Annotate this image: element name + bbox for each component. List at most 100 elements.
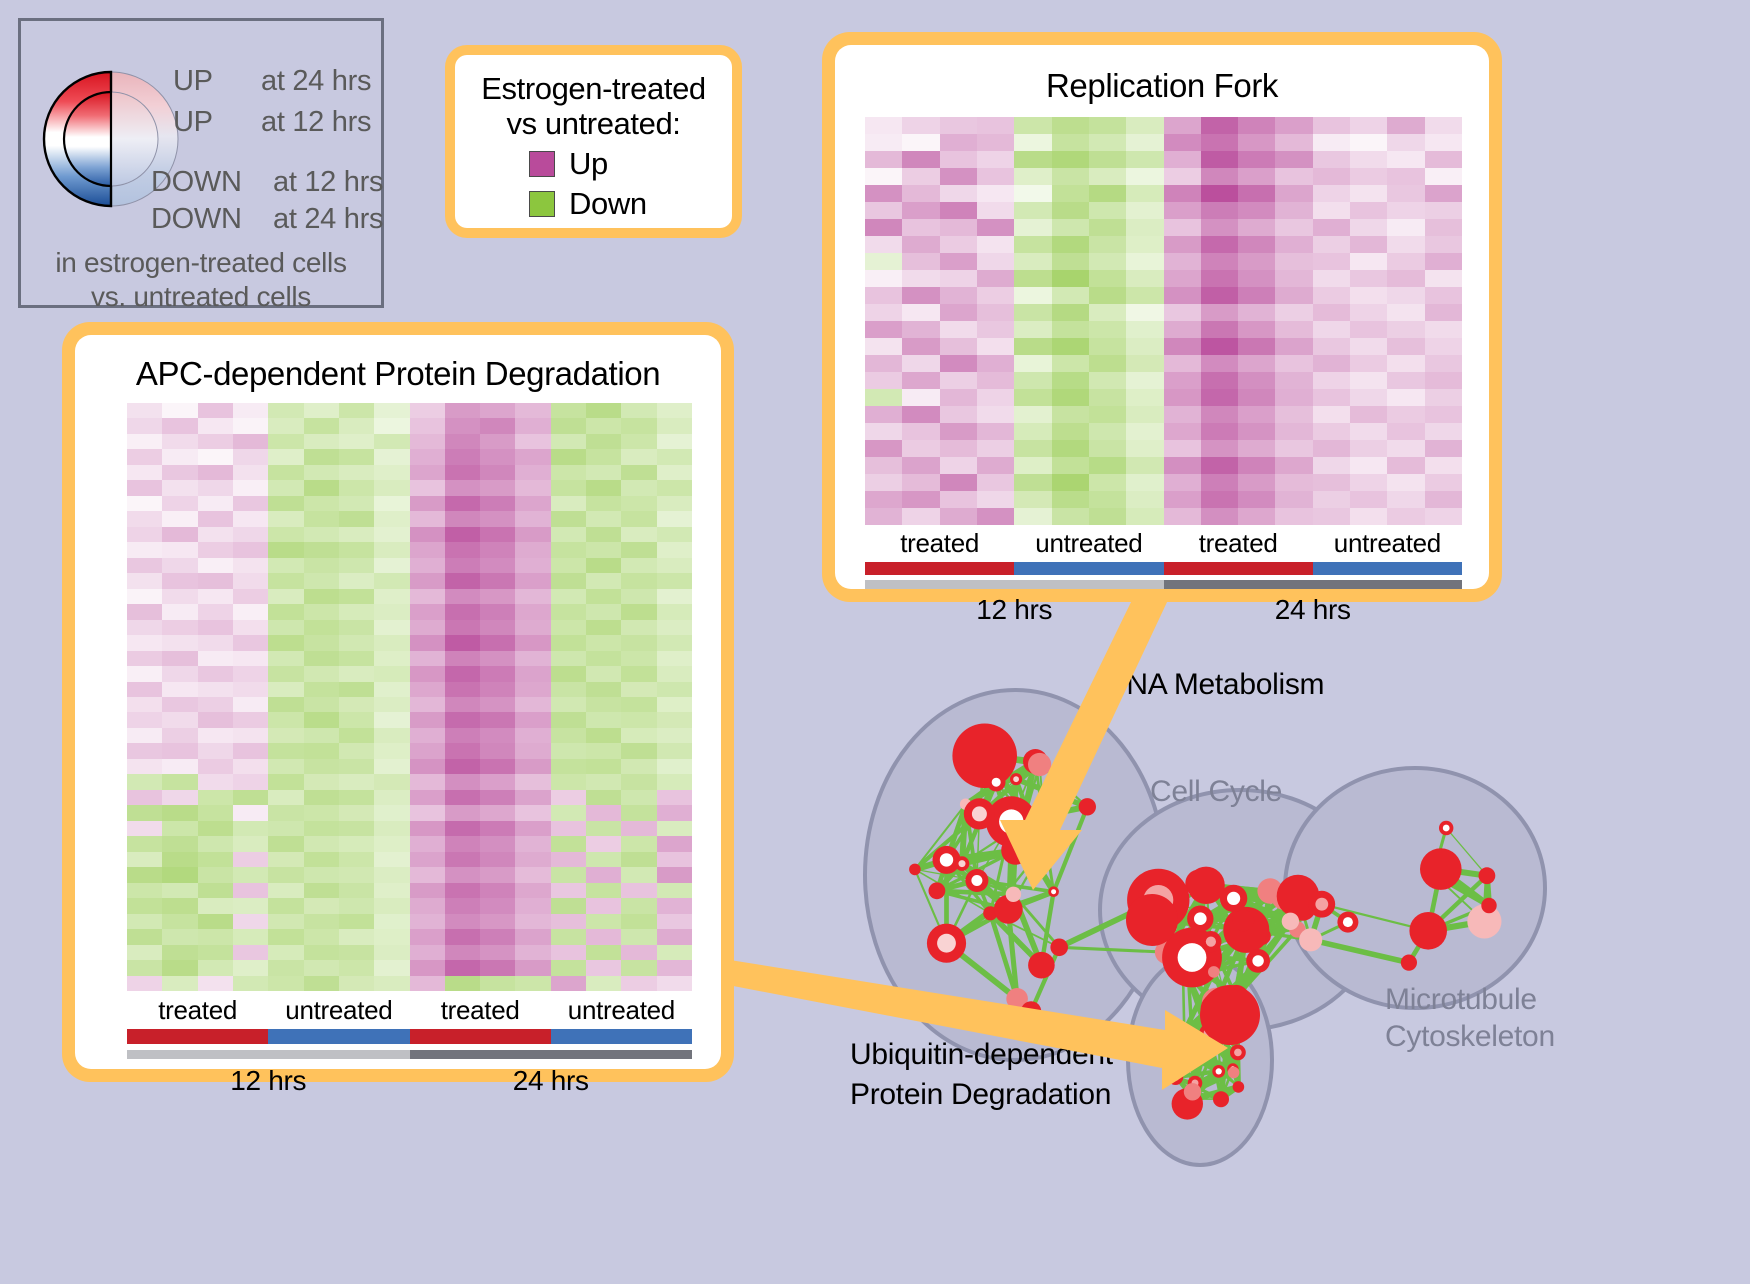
heatmap-cell — [445, 558, 480, 573]
colorwheel-ring-2-time: at 12 hrs — [273, 166, 383, 199]
group-color-bar — [865, 562, 1014, 575]
heatmap-cell — [1387, 185, 1424, 202]
heatmap-cell — [233, 527, 268, 542]
heatmap-cell — [551, 836, 586, 851]
heatmap-cell — [127, 449, 162, 464]
heatmap-cell — [374, 558, 409, 573]
down-color-swatch — [529, 191, 555, 217]
heatmap-cell — [339, 821, 374, 836]
heatmap-cell — [902, 236, 939, 253]
heatmap-cell — [233, 976, 268, 991]
heatmap-cell — [480, 945, 515, 960]
heatmap-cell — [162, 449, 197, 464]
heatmap-cell — [1089, 168, 1126, 185]
heatmap-cell — [621, 403, 656, 418]
heatmap-cell — [1313, 304, 1350, 321]
heatmap-cell — [198, 976, 233, 991]
heatmap-cell — [233, 805, 268, 820]
heatmap-cell — [1089, 440, 1126, 457]
heatmap-apc-degradation — [127, 403, 692, 991]
heatmap-cell — [410, 929, 445, 944]
heatmap-cell — [410, 697, 445, 712]
heatmap-cell — [515, 465, 550, 480]
heatmap-cell — [515, 697, 550, 712]
heatmap-cell — [586, 604, 621, 619]
heatmap-cell — [940, 134, 977, 151]
heatmap-cell — [304, 945, 339, 960]
heatmap-cell — [657, 712, 692, 727]
heatmap-cell — [1387, 219, 1424, 236]
heatmap-cell — [657, 666, 692, 681]
heatmap-cell — [1201, 168, 1238, 185]
heatmap-cell — [586, 403, 621, 418]
heatmap-cell — [1014, 304, 1051, 321]
group-color-bar — [551, 1029, 692, 1044]
heatmap-cell — [551, 914, 586, 929]
heatmap-cell — [657, 898, 692, 913]
heatmap-cell — [480, 960, 515, 975]
heatmap-cell — [621, 418, 656, 433]
heatmap-cell — [480, 898, 515, 913]
heatmap-cell — [586, 480, 621, 495]
heatmap-cell — [940, 236, 977, 253]
heatmap-cell — [162, 929, 197, 944]
heatmap-cell — [1052, 423, 1089, 440]
network-node-core — [972, 806, 987, 821]
heatmap-cell — [304, 883, 339, 898]
heatmap-cell — [1387, 253, 1424, 270]
heatmap-cell — [1425, 168, 1462, 185]
heatmap-cell — [445, 651, 480, 666]
heatmap-cell — [480, 790, 515, 805]
heatmap-cell — [657, 697, 692, 712]
heatmap-cell — [339, 682, 374, 697]
heatmap-cell — [1126, 389, 1163, 406]
heatmap-cell — [339, 666, 374, 681]
heatmap-cell — [198, 898, 233, 913]
heatmap-cell — [902, 423, 939, 440]
heatmap-cell — [162, 774, 197, 789]
heatmap-cell — [410, 651, 445, 666]
heatmap-cell — [551, 496, 586, 511]
heatmap-cell — [339, 558, 374, 573]
heatmap-cell — [1126, 270, 1163, 287]
heatmap-cell — [198, 883, 233, 898]
heatmap-cell — [1164, 321, 1201, 338]
heatmap-cell — [162, 418, 197, 433]
heatmap-cell — [621, 821, 656, 836]
heatmap-cell — [515, 759, 550, 774]
heatmap-cell — [1052, 372, 1089, 389]
heatmap-cell — [127, 527, 162, 542]
heatmap-cell — [268, 898, 303, 913]
heatmap-cell — [162, 511, 197, 526]
heatmap-cell — [339, 914, 374, 929]
heatmap-cell — [1313, 508, 1350, 525]
heatmap-cell — [586, 960, 621, 975]
heatmap-cell — [902, 372, 939, 389]
heatmap-cell — [940, 287, 977, 304]
heatmap-cell — [480, 666, 515, 681]
heatmap-cell — [410, 449, 445, 464]
heatmap-cell — [198, 836, 233, 851]
heatmap-cell — [1126, 253, 1163, 270]
heatmap-cell — [410, 418, 445, 433]
heatmap-cell — [445, 480, 480, 495]
heatmap-cell — [1238, 389, 1275, 406]
heatmap-cell — [902, 321, 939, 338]
heatmap-cell — [1350, 236, 1387, 253]
heatmap-cell — [1201, 338, 1238, 355]
network-node-core — [1216, 1068, 1222, 1074]
heatmap-cell — [551, 558, 586, 573]
heatmap-cell — [621, 558, 656, 573]
heatmap-cell — [1425, 457, 1462, 474]
heatmap-cell — [1089, 134, 1126, 151]
heatmap-cell — [1238, 457, 1275, 474]
heatmap-cell — [127, 682, 162, 697]
heatmap-cell — [162, 558, 197, 573]
heatmap-cell — [268, 945, 303, 960]
heatmap-cell — [1052, 236, 1089, 253]
network-node — [1233, 1081, 1245, 1093]
heatmap-cell — [374, 805, 409, 820]
heatmap-cell — [1201, 474, 1238, 491]
heatmap-cell — [977, 389, 1014, 406]
